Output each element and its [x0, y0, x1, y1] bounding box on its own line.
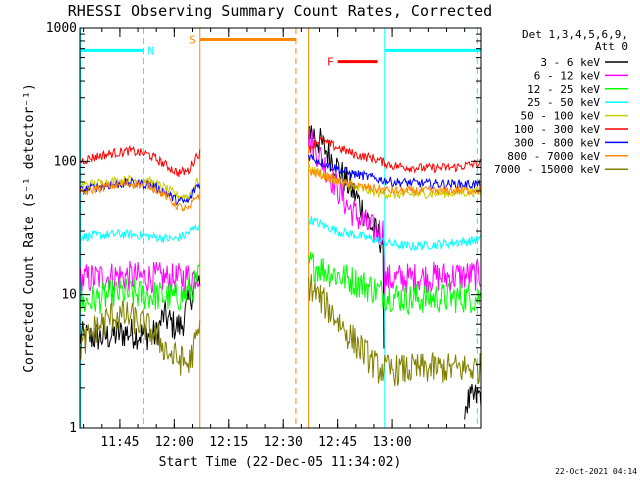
- series-line-2: [79, 252, 482, 316]
- series-line-7: [79, 168, 482, 212]
- x-tick-label-1: 12:00: [155, 435, 194, 450]
- plot-frame: [79, 27, 482, 429]
- y-tick-label-0: 1: [69, 421, 77, 436]
- chart-title: RHESSI Observing Summary Count Rates, Co…: [68, 2, 492, 20]
- series-line-6: [79, 153, 482, 206]
- legend-label-2: 12 - 25 keV: [527, 83, 600, 96]
- y-tick-label-3: 1000: [46, 21, 77, 36]
- x-tick-label-0: 11:45: [100, 435, 139, 450]
- legend-label-8: 7000 - 15000 keV: [494, 163, 600, 176]
- series-line-1: [79, 128, 482, 296]
- state-bar-label-3: F: [327, 56, 334, 69]
- y-tick-label-2: 100: [54, 154, 77, 169]
- series-line-0: [79, 125, 482, 420]
- series-line-3: [79, 216, 482, 252]
- legend-label-0: 3 - 6 keV: [540, 56, 600, 69]
- x-tick-label-4: 12:45: [318, 435, 357, 450]
- x-tick-label-5: 13:00: [373, 435, 412, 450]
- legend-label-3: 25 - 50 keV: [527, 96, 600, 109]
- y-axis: 1 10 100 1000: [46, 21, 481, 436]
- legend-label-1: 6 - 12 keV: [534, 69, 601, 82]
- legend-header-0: Det 1,3,4,5,6,9,: [522, 28, 628, 41]
- y-axis-label: Corrected Count Rate (s⁻¹ detector⁻¹): [22, 83, 37, 373]
- legend-header-1: Att 0: [595, 40, 628, 53]
- legend-label-4: 50 - 100 keV: [521, 110, 601, 123]
- state-bar-label-0: N: [148, 44, 155, 57]
- state-bar-label-2: S: [189, 33, 196, 46]
- x-axis-label: Start Time (22-Dec-05 11:34:02): [159, 455, 402, 470]
- series-line-8: [79, 274, 482, 387]
- legend-label-7: 800 - 7000 keV: [507, 150, 600, 163]
- legend-label-5: 100 - 300 keV: [514, 123, 600, 136]
- series-line-5: [79, 135, 482, 177]
- plot-area: N S F: [79, 28, 482, 428]
- x-axis: 11:45 12:00 12:15 12:30 12:45 13:00: [83, 28, 466, 450]
- legend-label-6: 300 - 800 keV: [514, 136, 600, 149]
- footer-timestamp: 22-Oct-2021 04:14: [555, 467, 637, 476]
- x-tick-label-2: 12:15: [209, 435, 248, 450]
- y-tick-label-1: 10: [61, 288, 77, 303]
- x-tick-label-3: 12:30: [264, 435, 303, 450]
